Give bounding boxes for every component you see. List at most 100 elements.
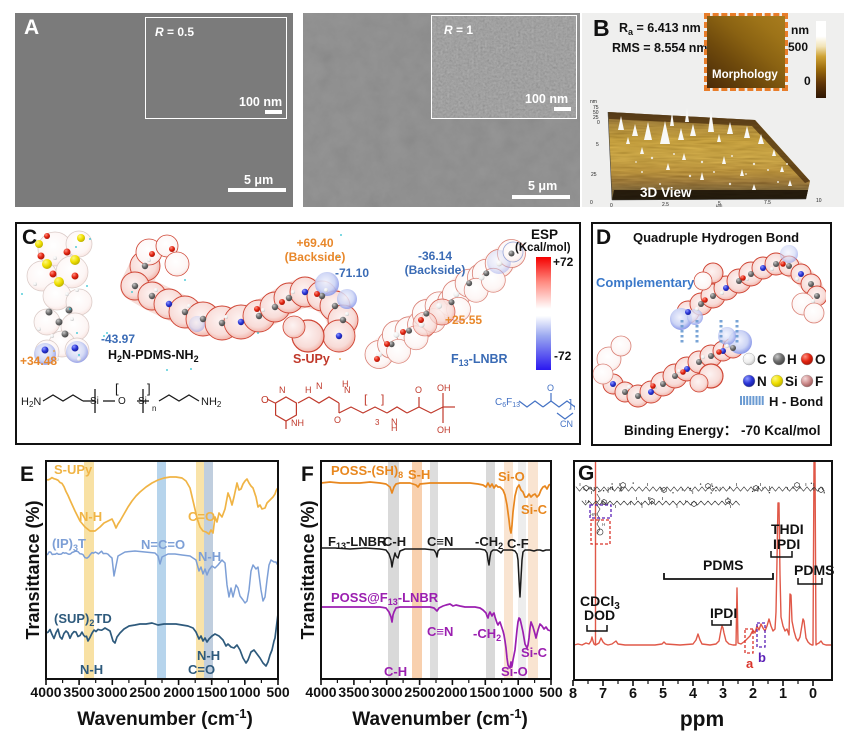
svg-text:6: 6: [629, 686, 637, 702]
svg-text:S-H: S-H: [408, 467, 430, 482]
svg-text:Transittance (%): Transittance (%): [300, 500, 318, 639]
svg-text:2000: 2000: [163, 684, 194, 700]
svg-text:]: ]: [569, 398, 572, 410]
svg-text:Si-C: Si-C: [521, 502, 548, 517]
svg-text:a: a: [746, 656, 754, 671]
svg-text:3: 3: [375, 418, 380, 427]
svg-text:C=O: C=O: [188, 509, 215, 524]
svg-text:IPDI: IPDI: [710, 605, 737, 621]
svg-text:Wavenumber (cm-1): Wavenumber (cm-1): [352, 706, 528, 731]
svg-text:S-UPy: S-UPy: [54, 462, 93, 477]
svg-text:C≡N: C≡N: [427, 624, 453, 639]
svg-text:10: 10: [816, 198, 822, 204]
svg-text:2500: 2500: [129, 684, 160, 700]
svg-text:1000: 1000: [229, 684, 260, 700]
svg-text:m: m: [574, 403, 575, 412]
svg-text:500: 500: [266, 684, 290, 700]
svg-text:7: 7: [599, 686, 607, 702]
svg-text:O: O: [415, 385, 422, 395]
svg-text:N-H: N-H: [80, 662, 103, 677]
svg-text:b: b: [758, 650, 766, 665]
svg-text:POSS-(SH)8: POSS-(SH)8: [331, 463, 403, 480]
svg-text:HN: HN: [590, 512, 597, 517]
svg-text:NH: NH: [602, 501, 609, 506]
svg-text:G: G: [578, 462, 594, 485]
svg-text:2: 2: [749, 686, 757, 702]
svg-text:]: ]: [381, 392, 384, 406]
svg-text:(IP)3T: (IP)3T: [52, 536, 86, 553]
svg-text:Si: Si: [785, 374, 798, 389]
svg-text:CDCl3: CDCl3: [580, 593, 620, 612]
svg-text:-CH2: -CH2: [475, 534, 503, 551]
svg-text:0: 0: [610, 203, 613, 207]
svg-text:H - Bond: H - Bond: [769, 394, 823, 409]
svg-text:3500: 3500: [63, 684, 94, 700]
svg-text:N-H: N-H: [198, 549, 221, 564]
svg-text:5: 5: [596, 142, 599, 148]
svg-text:OH: OH: [437, 425, 451, 435]
svg-text:25: 25: [591, 172, 597, 178]
svg-text:500: 500: [539, 684, 563, 700]
svg-text:H: H: [602, 522, 605, 527]
svg-text:IPDI: IPDI: [773, 536, 800, 552]
svg-text:H: H: [342, 379, 349, 389]
svg-text:ppm: ppm: [680, 708, 724, 731]
svg-text:N: N: [316, 381, 323, 391]
svg-text:H: H: [305, 385, 312, 395]
svg-text:-CH2: -CH2: [473, 626, 501, 643]
svg-text:Si: Si: [138, 396, 147, 407]
svg-text:N: N: [757, 374, 767, 389]
svg-text:C-F: C-F: [507, 536, 529, 551]
svg-text:C6F13: C6F13: [495, 397, 520, 409]
svg-text:5: 5: [718, 201, 721, 207]
svg-text:O: O: [547, 383, 554, 393]
svg-text:F: F: [815, 374, 823, 389]
svg-text:3500: 3500: [338, 684, 369, 700]
svg-text:CN: CN: [560, 419, 573, 429]
svg-text:4000: 4000: [305, 684, 336, 700]
svg-text:Wavenumber (cm-1): Wavenumber (cm-1): [77, 706, 253, 731]
svg-text:H2N: H2N: [21, 396, 41, 409]
svg-text:3: 3: [719, 686, 727, 702]
svg-text:N-H: N-H: [79, 509, 102, 524]
svg-text:]: ]: [147, 381, 151, 396]
svg-text:2.5: 2.5: [662, 202, 669, 207]
svg-text:THDI: THDI: [771, 521, 804, 537]
svg-text:1000: 1000: [502, 684, 533, 700]
svg-text:N: N: [279, 385, 286, 395]
svg-text:75: 75: [593, 105, 599, 111]
svg-text:2000: 2000: [436, 684, 467, 700]
svg-text:E: E: [20, 463, 34, 486]
svg-text:(SUP)2TD: (SUP)2TD: [54, 611, 112, 628]
svg-text:3000: 3000: [371, 684, 402, 700]
svg-text:Transittance (%): Transittance (%): [23, 500, 43, 639]
svg-text:N: N: [391, 417, 398, 427]
svg-text:3D View: 3D View: [640, 185, 692, 200]
svg-text:C-H: C-H: [383, 534, 406, 549]
svg-text:O: O: [815, 352, 826, 367]
svg-text:0: 0: [590, 200, 593, 206]
svg-text:1500: 1500: [469, 684, 500, 700]
svg-text:1500: 1500: [196, 684, 227, 700]
svg-text:C: C: [757, 352, 767, 367]
svg-text:F13-LNBR: F13-LNBR: [328, 534, 387, 551]
svg-text:F: F: [301, 463, 314, 486]
svg-text:POSS@F13-LNBR: POSS@F13-LNBR: [331, 590, 439, 607]
svg-text:N=C=O: N=C=O: [141, 537, 185, 552]
svg-text:8: 8: [569, 686, 577, 702]
svg-text:μm: μm: [716, 203, 723, 207]
svg-text:O: O: [261, 395, 269, 406]
svg-text:Si-C: Si-C: [521, 645, 548, 660]
svg-text:Si-O: Si-O: [501, 664, 528, 679]
svg-text:25: 25: [593, 115, 599, 121]
svg-text:N: N: [344, 385, 351, 395]
svg-text:C=O: C=O: [188, 662, 215, 677]
svg-text:4000: 4000: [30, 684, 61, 700]
svg-text:[: [: [364, 392, 368, 406]
svg-text:nm: nm: [590, 99, 597, 105]
svg-text:2500: 2500: [404, 684, 435, 700]
svg-text:H: H: [391, 423, 398, 433]
svg-text:50: 50: [593, 110, 599, 116]
svg-text:0: 0: [597, 120, 600, 126]
svg-text:O: O: [118, 396, 126, 407]
